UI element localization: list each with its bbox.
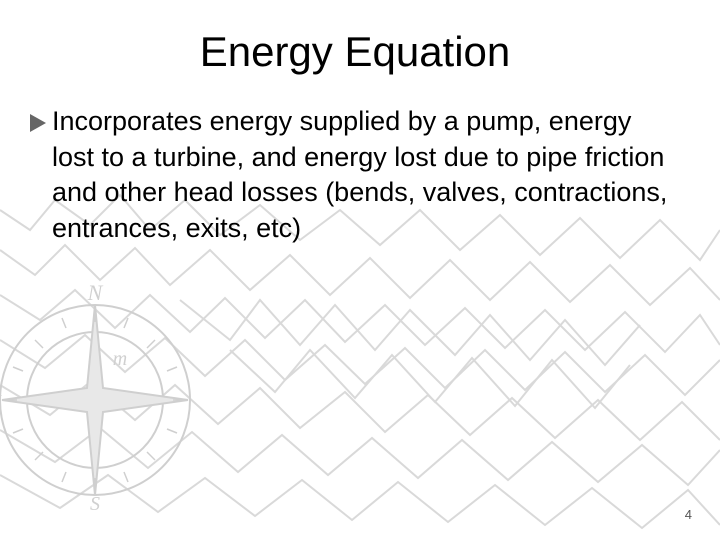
bullet-marker-icon (30, 114, 46, 132)
bullet-item: Incorporates energy supplied by a pump, … (30, 104, 680, 247)
bullet-text: Incorporates energy supplied by a pump, … (52, 104, 680, 247)
slide-title: Energy Equation (30, 28, 680, 76)
slide-content: Energy Equation Incorporates energy supp… (0, 0, 720, 540)
page-number: 4 (685, 507, 692, 522)
